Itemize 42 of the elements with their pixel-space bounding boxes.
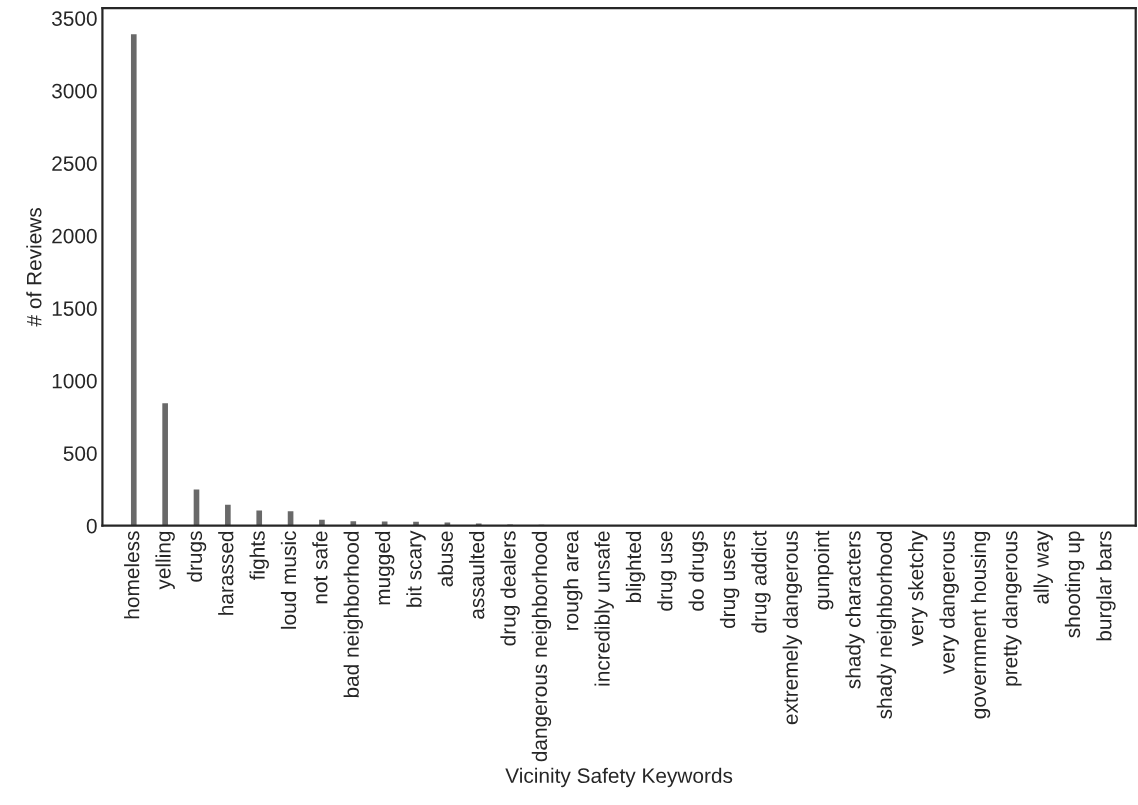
x-tick-label: shady characters: [845, 531, 865, 689]
x-tick-label: incredibly unsafe: [594, 531, 614, 686]
x-tick-label: shooting up: [1064, 531, 1085, 638]
y-tick-label: 2000: [52, 228, 97, 244]
x-tick-label: drug use: [657, 531, 677, 611]
y-tick-label: 0: [86, 518, 97, 534]
y-tick-label: 1000: [52, 373, 97, 389]
x-tick-label: harassed: [218, 531, 234, 615]
y-tick-label: 3000: [52, 83, 97, 99]
y-tick-label: 1500: [52, 301, 97, 316]
y-tick-label: 2500: [52, 156, 97, 171]
x-tick-label: homeless: [124, 531, 140, 619]
x-tick-label: ally way: [1033, 530, 1053, 604]
y-axis-title: # of Reviews: [26, 207, 42, 327]
x-tick-label: fights: [249, 531, 269, 581]
x-tick-label: very dangerous: [939, 531, 959, 675]
y-tick-label: 3500: [52, 11, 97, 26]
x-tick-label: abuse: [437, 531, 453, 587]
x-tick-label: mugged: [374, 531, 395, 605]
x-tick-label: dangerous neighborhood: [531, 531, 552, 762]
x-tick-label: drugs: [186, 531, 207, 582]
x-tick-label: drug dealers: [500, 531, 520, 646]
x-tick-label: not safe: [312, 531, 328, 604]
x-tick-label: bit scary: [406, 530, 426, 607]
x-axis-title: Vicinity Safety Keywords: [505, 767, 733, 788]
x-tick-label: pretty dangerous: [1002, 531, 1022, 686]
x-tick-label: burglar bars: [1096, 531, 1116, 641]
x-tick-label: gunpoint: [813, 530, 834, 610]
x-tick-label: blighted: [625, 531, 646, 603]
x-tick-label: assaulted: [469, 531, 485, 619]
x-tick-label: shady neighborhood: [876, 531, 897, 719]
x-tick-label: do drugs: [688, 531, 708, 611]
y-tick-label: 500: [63, 446, 97, 461]
x-tick-label: government housing: [970, 531, 991, 719]
x-tick-label: drug addict: [751, 530, 771, 633]
x-tick-label: extremely dangerous: [782, 531, 803, 725]
x-tick-label: rough area: [563, 530, 583, 630]
x-tick-label: drug users: [719, 531, 740, 629]
x-tick-label: loud music: [280, 531, 297, 629]
x-tick-label: yelling: [155, 531, 175, 590]
x-tick-label: very sketchy: [908, 530, 928, 647]
x-tick-label: bad neighborhood: [343, 531, 364, 698]
